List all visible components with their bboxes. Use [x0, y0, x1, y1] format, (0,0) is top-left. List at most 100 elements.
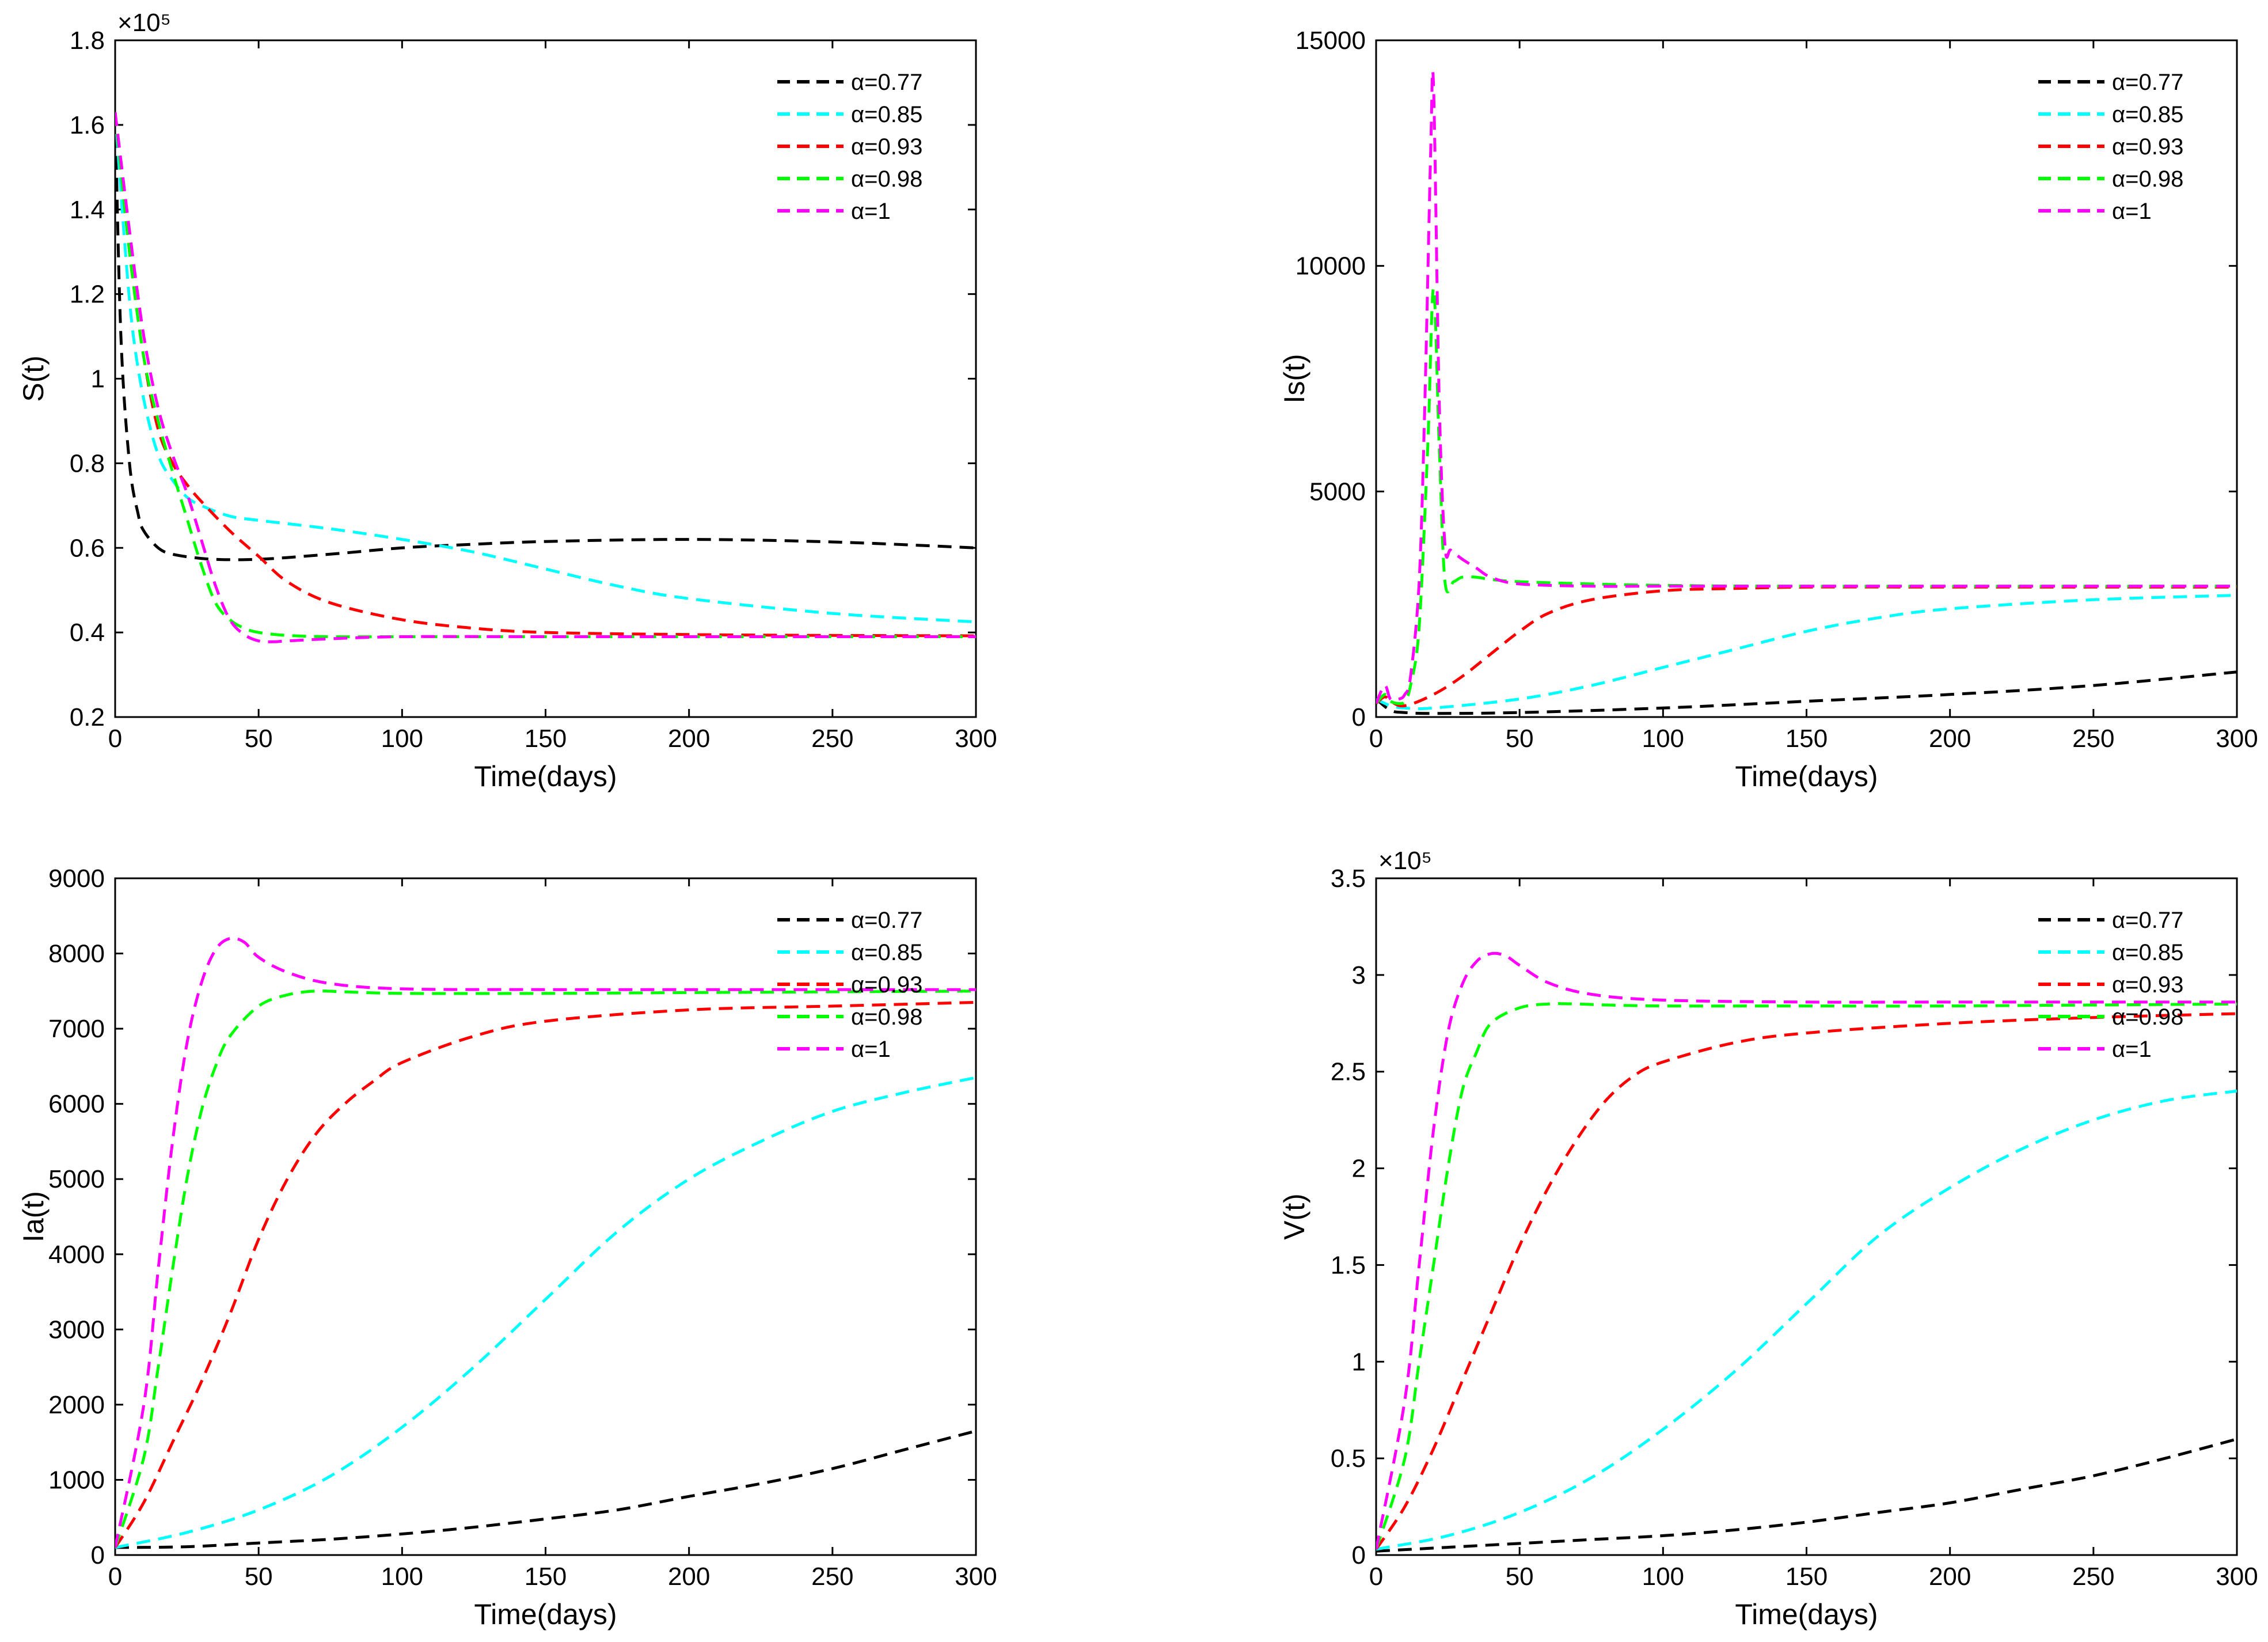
legend-entry-label: α=0.93: [851, 134, 922, 160]
x-axis-label: Time(days): [1735, 760, 1878, 792]
x-axis-label: Time(days): [1735, 1598, 1878, 1630]
y-tick-label: 5000: [48, 1165, 105, 1193]
y-tick-label: 3.5: [1331, 864, 1366, 893]
y-tick-label: 1.5: [1331, 1251, 1366, 1279]
y-tick-label: 0.6: [70, 534, 105, 562]
series-line-2: [115, 1000, 976, 1549]
y-tick-label: 2: [1352, 1155, 1366, 1183]
y-exponent-label: ×10⁵: [1378, 847, 1432, 875]
legend-entry-label: α=0.98: [2112, 1004, 2183, 1030]
plot-area: [1376, 70, 2237, 715]
series-line-0: [115, 112, 976, 562]
series-line-1: [1376, 594, 2237, 711]
x-tick-label: 150: [1785, 725, 1828, 753]
x-tick-label: 250: [2072, 725, 2114, 753]
y-tick-label: 1: [91, 365, 105, 393]
legend-entry-label: α=0.98: [2112, 166, 2183, 192]
x-tick-label: 300: [955, 1563, 997, 1591]
x-tick-label: 100: [1642, 725, 1684, 753]
legend-entry-label: α=0.85: [2112, 940, 2183, 965]
x-tick-label: 0: [108, 1563, 122, 1591]
x-tick-label: 250: [811, 725, 853, 753]
x-tick-label: 200: [1929, 1563, 1971, 1591]
y-tick-label: 8000: [48, 940, 105, 968]
legend-entry-label: α=0.93: [851, 972, 922, 998]
y-axis-label: V(t): [1278, 1193, 1310, 1240]
x-tick-label: 200: [668, 1563, 710, 1591]
y-tick-label: 1: [1352, 1348, 1366, 1376]
y-tick-label: 1.8: [70, 26, 105, 55]
x-tick-label: 100: [1642, 1563, 1684, 1591]
y-tick-label: 0.8: [70, 449, 105, 477]
x-tick-label: 50: [1506, 725, 1534, 753]
series-line-4: [115, 936, 976, 1548]
y-tick-label: 1.2: [70, 280, 105, 309]
x-tick-label: 250: [811, 1563, 853, 1591]
panel-s-chart: 0 50 100 150 200 250 300 0.2 0.4 0.6 0.8 1 1.2 1.4 1.6…: [17, 9, 997, 792]
x-tick-label: 0: [1369, 725, 1383, 753]
panel-is-chart: 0 50 100 150 200 250 300 0 5000 10000 15000 Time(da…: [1278, 26, 2258, 792]
y-tick-label: 4000: [48, 1241, 105, 1269]
legend-entry-label: α=1: [2112, 199, 2152, 224]
series-line-4: [115, 112, 976, 643]
x-tick-label: 0: [1369, 1563, 1383, 1591]
x-tick-label: 200: [668, 725, 710, 753]
y-tick-label: 0: [91, 1541, 105, 1569]
y-axis-label: S(t): [17, 355, 50, 402]
series-line-3: [1376, 1002, 2237, 1550]
x-tick-label: 50: [245, 725, 273, 753]
legend: α=0.77 α=0.85 α=0.93 α=0.98 α=1: [777, 908, 922, 1062]
x-tick-label: 50: [245, 1563, 273, 1591]
y-tick-label: 5000: [1309, 477, 1366, 506]
y-tick-label: 0: [1352, 703, 1366, 731]
legend-entry-label: α=0.77: [851, 908, 922, 933]
series-line-1: [1376, 1089, 2237, 1551]
legend-entry-label: α=0.98: [851, 1004, 922, 1030]
x-tick-label: 300: [955, 725, 997, 753]
series-line-0: [1376, 670, 2237, 715]
series-line-2: [115, 112, 976, 638]
y-tick-label: 0.5: [1331, 1444, 1366, 1473]
y-tick-label: 3000: [48, 1315, 105, 1344]
x-tick-label: 200: [1929, 725, 1971, 753]
axes-frame: [1375, 877, 2238, 1556]
x-tick-label: 0: [108, 725, 122, 753]
legend-entry-label: α=0.85: [2112, 102, 2183, 127]
x-axis-label: Time(days): [474, 1598, 617, 1630]
legend-entry-label: α=1: [851, 1037, 891, 1062]
x-tick-label: 150: [1785, 1563, 1828, 1591]
y-axis-label: Ia(t): [17, 1191, 50, 1242]
series-line-2: [1376, 585, 2237, 708]
series-line-3: [115, 112, 976, 639]
legend: α=0.77 α=0.85 α=0.93 α=0.98 α=1: [777, 70, 922, 224]
y-tick-label: 9000: [48, 864, 105, 893]
y-tick-label: 2.5: [1331, 1058, 1366, 1086]
y-tick-label: 2000: [48, 1391, 105, 1419]
y-tick-label: 6000: [48, 1090, 105, 1118]
legend-entry-label: α=0.93: [2112, 134, 2183, 160]
y-tick-label: 10000: [1296, 252, 1366, 280]
x-tick-label: 300: [2216, 1563, 2258, 1591]
y-tick-label: 15000: [1296, 26, 1366, 55]
panel-ia-chart: 0 50 100 150 200 250 3000100020003000400050006…: [17, 864, 997, 1630]
y-axis-label: Is(t): [1278, 354, 1310, 403]
legend-entry-label: α=0.77: [2112, 70, 2183, 95]
series-line-2: [1376, 1012, 2237, 1550]
axes-frame: [114, 39, 977, 718]
plot-area: [1376, 951, 2237, 1553]
legend-entry-label: α=0.93: [2112, 972, 2183, 998]
series-line-4: [1376, 951, 2237, 1550]
y-tick-label: 1.6: [70, 111, 105, 139]
x-tick-label: 100: [381, 1563, 423, 1591]
legend-entry-label: α=0.85: [851, 102, 922, 127]
series-line-0: [115, 1429, 976, 1549]
legend: α=0.77 α=0.85 α=0.93 α=0.98 α=1: [2038, 908, 2183, 1062]
x-tick-label: 100: [381, 725, 423, 753]
y-tick-label: 1000: [48, 1466, 105, 1494]
legend-entry-label: α=1: [2112, 1037, 2152, 1062]
x-tick-label: 300: [2216, 725, 2258, 753]
axes-frame: [1375, 39, 2238, 718]
legend-entry-label: α=1: [851, 199, 891, 224]
series-line-1: [115, 1076, 976, 1549]
